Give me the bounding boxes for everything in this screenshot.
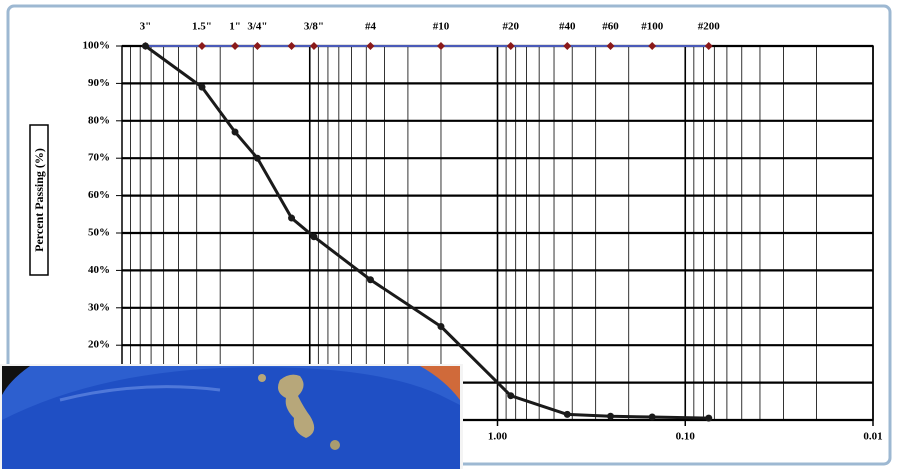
sieve-label: #20 [503,21,520,33]
sieve-label: 1.5" [192,21,212,33]
sieve-label: 3" [140,21,152,33]
sieve-label: 3/4" [247,21,267,33]
sieve-label: 1" [229,21,241,33]
y-tick-label: 30% [88,301,110,313]
y-tick-label: 50% [88,227,110,239]
y-tick-label: 20% [88,339,110,351]
y-tick-label: 40% [88,264,110,276]
data-point [507,392,514,399]
y-tick-label: 60% [88,189,110,201]
sieve-label: #10 [433,21,450,33]
debris [330,440,340,450]
chart: 0%10%20%30%40%50%60%70%80%90%100%1.000.1… [0,0,897,469]
photo-overlay [0,364,463,469]
y-tick-label: 80% [88,114,110,126]
y-axis-label: Percent Passing (%) [32,148,46,252]
data-point [649,414,656,421]
x-tick-label: 0.01 [863,431,882,443]
sieve-label: #40 [559,21,576,33]
y-tick-label: 90% [88,77,110,89]
sieve-label: 3/8" [304,21,324,33]
sieve-label: #200 [698,21,721,33]
y-tick-label: 100% [83,40,111,52]
data-point [254,155,261,162]
data-point [310,233,317,240]
data-point [437,323,444,330]
y-tick-label: 70% [88,152,110,164]
data-point [142,43,149,50]
data-point [607,413,614,420]
data-point [232,129,239,136]
x-tick-label: 0.10 [676,431,696,443]
data-point [564,411,571,418]
debris [258,374,266,382]
sieve-label: #4 [365,21,377,33]
sieve-label: #60 [602,21,619,33]
data-point [288,215,295,222]
data-point [705,415,712,422]
data-point [198,84,205,91]
x-tick-label: 1.00 [488,431,508,443]
data-point [367,276,374,283]
sieve-label: #100 [641,21,664,33]
